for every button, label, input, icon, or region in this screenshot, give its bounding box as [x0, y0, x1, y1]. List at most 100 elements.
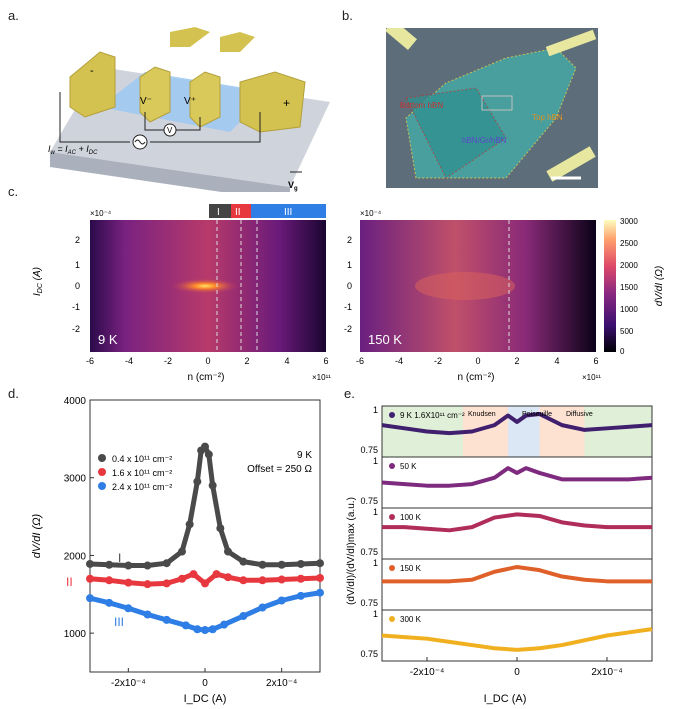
d-point-0 — [296, 559, 305, 568]
left-xlabel: n (cm⁻²) — [188, 372, 225, 383]
d-point-0 — [201, 442, 209, 451]
contact-top-right — [220, 32, 255, 52]
right-xtick-4: 2 — [514, 356, 519, 366]
right-map-peak — [415, 272, 515, 300]
d-point-0 — [208, 481, 217, 490]
right-exponent: ×10⁻⁴ — [360, 209, 382, 218]
e-series-label-2: 100 K — [400, 513, 422, 522]
panel-c-colormaps: I II III ×10⁻⁴ 9 K 2 1 0 -1 -2 IDC (A) -… — [32, 204, 665, 383]
right-xlabel: n (cm⁻²) — [458, 372, 495, 383]
right-xtick-5: 4 — [554, 356, 559, 366]
gate-label: Vg — [288, 180, 298, 192]
d-point-1 — [86, 574, 94, 583]
d-point-2 — [296, 591, 305, 600]
region-II-box — [231, 204, 251, 218]
d-xticks: -2x10⁻⁴ 0 2x10⁻⁴ — [111, 668, 297, 689]
d-point-1 — [316, 573, 324, 582]
cb-tick-0: 3000 — [620, 217, 638, 226]
bottom-hbn-flake — [405, 87, 507, 179]
lead-top-right — [545, 29, 597, 57]
region-II-label: II — [235, 207, 241, 218]
e-legend-marker-2 — [389, 514, 395, 520]
panel-label-e: e. — [344, 386, 355, 401]
e-series-label-1: 50 K — [400, 462, 417, 471]
left-ytick-2: 0 — [75, 281, 80, 291]
e-ytick-label: 1 — [373, 507, 378, 517]
d-annot-temp: 9 K — [297, 450, 312, 461]
e-ytick-label: 1 — [373, 405, 378, 415]
region-III-box — [251, 204, 326, 218]
d-point-0 — [316, 559, 324, 568]
e-series-line-0 — [381, 411, 653, 436]
e-xticks: -2x10⁻⁴ 0 2x10⁻⁴ — [410, 657, 623, 678]
d-legend-2: 2.4 x 10¹¹ cm⁻² — [112, 482, 172, 492]
left-ytick-4: -2 — [72, 324, 80, 334]
region-III-label: III — [284, 207, 292, 218]
d-xtick-label: 2x10⁻⁴ — [266, 678, 297, 689]
e-ytick-label: 0.75 — [360, 547, 378, 557]
e-regime-knudsen: Knudsen — [468, 411, 496, 418]
d-point-1 — [212, 570, 221, 579]
label-hetero: hBN/Gr/hBN — [462, 136, 507, 145]
contact-minus — [69, 51, 116, 118]
d-point-0 — [216, 524, 225, 533]
d-point-0 — [224, 547, 232, 556]
d-legend: 0.4 x 10¹¹ cm⁻² 1.6 x 10¹¹ cm⁻² 2.4 x 10… — [98, 454, 172, 492]
voltmeter-icon — [163, 123, 177, 137]
d-mark-II: II — [66, 575, 73, 589]
e-band-poiseuille — [539, 406, 585, 457]
e-legend-marker-3 — [389, 565, 395, 571]
right-ytick-3: -1 — [344, 302, 352, 312]
d-point-1 — [189, 570, 198, 579]
d-ytick-label: 1000 — [64, 629, 87, 640]
d-xtick-label: -2x10⁻⁴ — [111, 678, 146, 689]
right-ytick-2: 0 — [347, 281, 352, 291]
d-point-0 — [258, 560, 267, 569]
d-point-2 — [86, 594, 94, 603]
d-xtick-label: 0 — [202, 678, 208, 689]
left-map-peak — [170, 278, 240, 294]
left-temp: 9 K — [98, 332, 118, 347]
e-row-frame-1 — [381, 456, 653, 509]
left-xtick-5: 4 — [284, 356, 289, 366]
d-legend-marker-1 — [98, 468, 106, 476]
d-ytick-label: 2000 — [64, 551, 87, 562]
micrograph-drawing: Bottom hBN Top hBN hBN/Gr/hBN — [386, 28, 597, 182]
left-x-exponent: ×10¹¹ — [312, 373, 331, 382]
d-point-0 — [193, 477, 202, 486]
d-annot-offset: Offset = 250 Ω — [247, 464, 312, 475]
d-point-2 — [220, 620, 229, 629]
left-ytick-1: 1 — [75, 260, 80, 270]
d-xlabel: I_DC (A) — [184, 693, 227, 705]
e-ytick-label: 0.75 — [360, 496, 378, 506]
d-point-1 — [178, 574, 186, 583]
cb-tick-2: 2000 — [620, 261, 638, 270]
right-xtick-6: 6 — [593, 356, 598, 366]
wire-source-right — [150, 112, 261, 143]
right-xtick-0: -6 — [356, 356, 364, 366]
right-x-exponent: ×10¹¹ — [582, 373, 601, 382]
region-I-label: I — [217, 207, 220, 218]
d-point-2 — [258, 603, 267, 612]
colorbar-gradient — [604, 220, 616, 352]
e-ytick-label: 0.75 — [360, 598, 378, 608]
cb-tick-3: 1500 — [620, 283, 638, 292]
d-series — [86, 442, 324, 635]
left-xtick-1: -4 — [125, 356, 133, 366]
e-legend-marker-4 — [389, 616, 395, 622]
cb-tick-4: 1000 — [620, 305, 638, 314]
left-ytick-3: -1 — [72, 302, 80, 312]
d-point-0 — [277, 560, 286, 569]
lead-top-left — [386, 28, 417, 51]
d-point-1 — [258, 576, 267, 585]
colorbar-label: dV/dI (Ω) — [654, 266, 665, 306]
panel-label-b: b. — [342, 8, 353, 23]
substrate-side — [50, 152, 290, 192]
d-point-2 — [162, 615, 171, 624]
optical-micrograph: Bottom hBN Top hBN hBN/Gr/hBN — [386, 28, 598, 188]
label-top-hbn: Top hBN — [532, 113, 563, 122]
left-map: I II III ×10⁻⁴ 9 K 2 1 0 -1 -2 IDC (A) -… — [32, 204, 331, 383]
hetero-region — [481, 95, 513, 111]
contact-vminus — [139, 66, 171, 123]
